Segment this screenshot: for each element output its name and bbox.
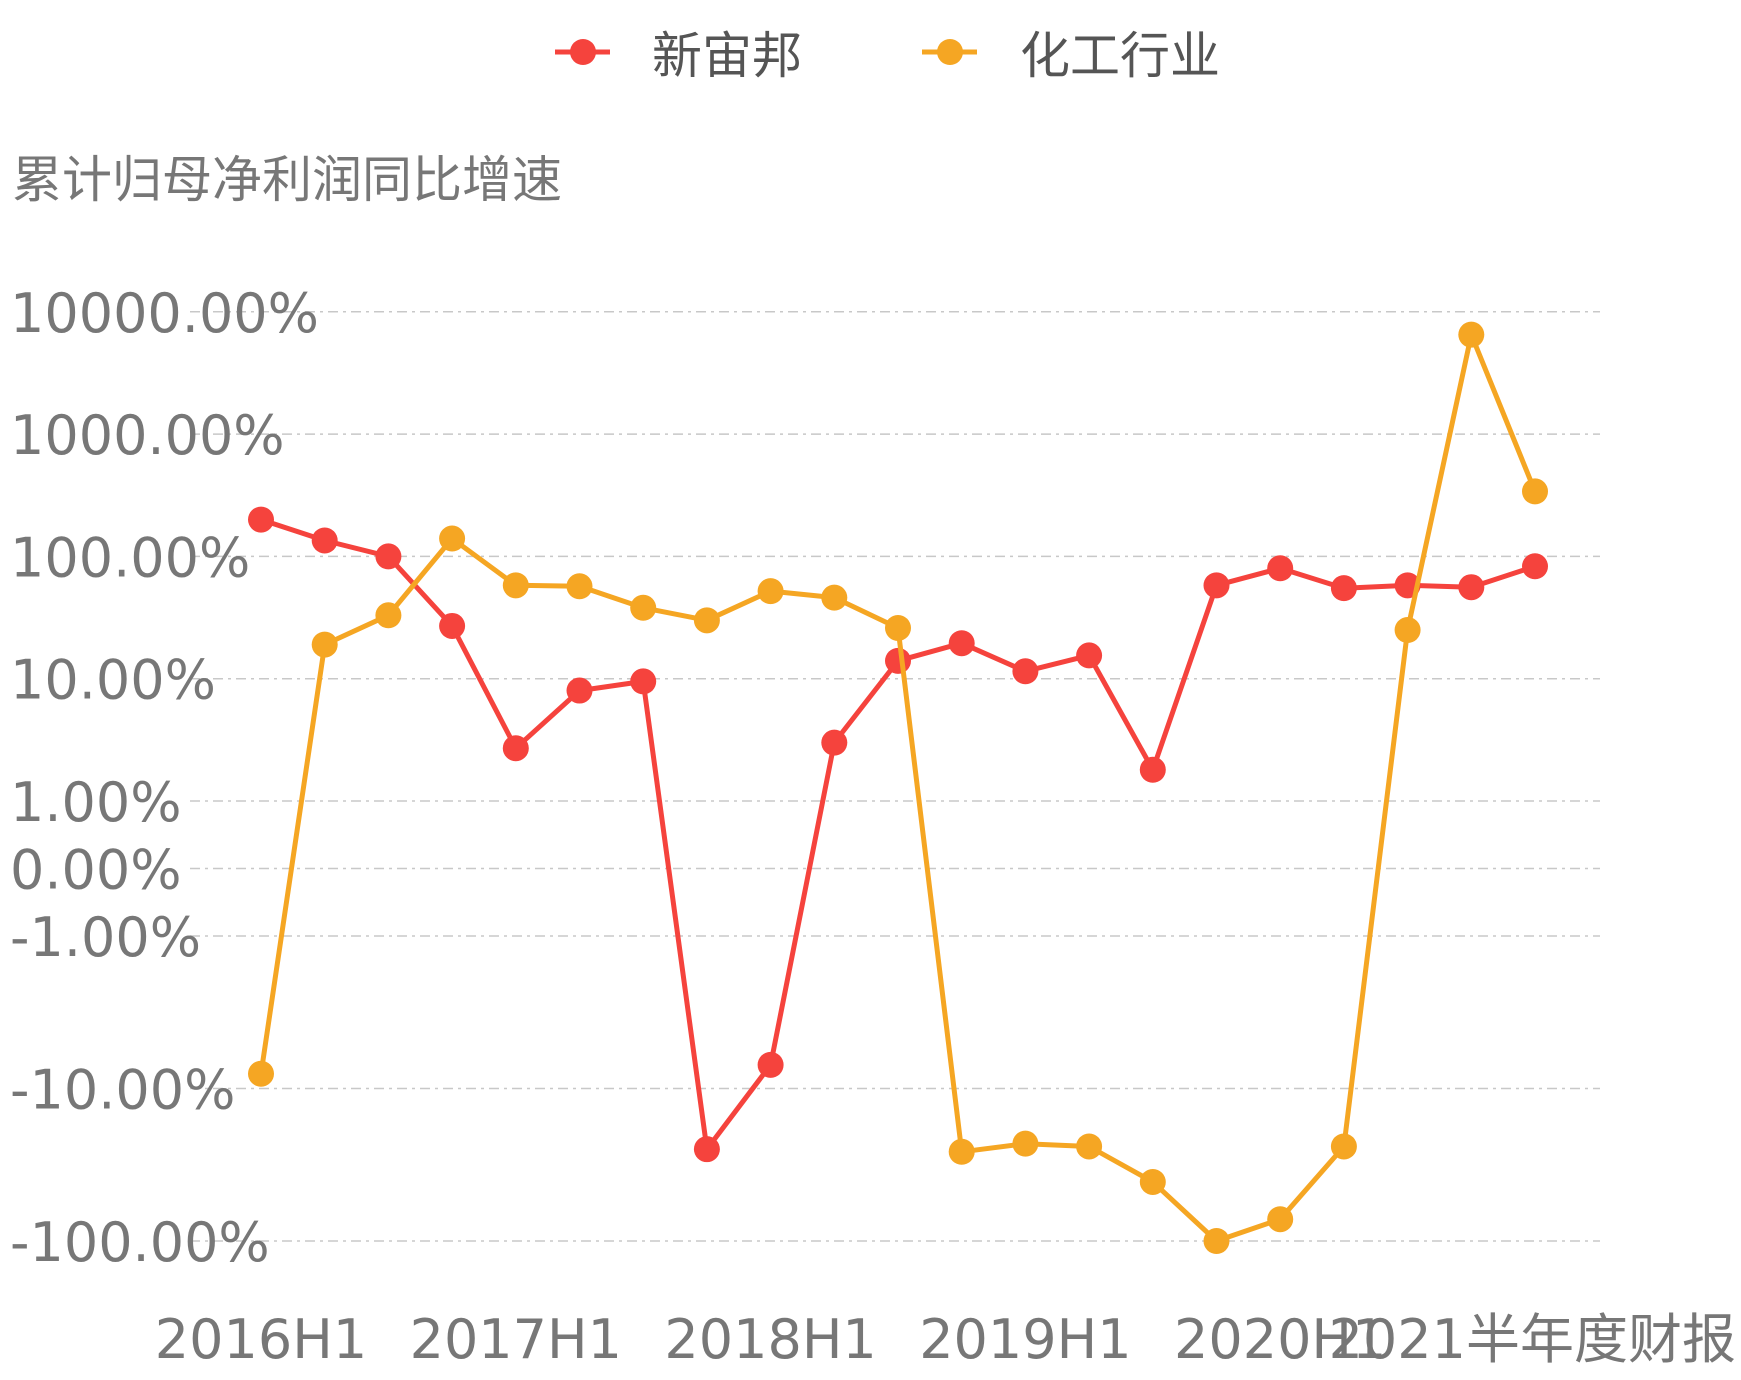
- y-tick-label: -1.00%: [10, 906, 201, 969]
- data-point-series-2[interactable]: [1139, 1168, 1166, 1195]
- x-tick-label: 2021半年度财报: [1329, 1308, 1736, 1371]
- data-point-series-1[interactable]: [502, 735, 529, 762]
- data-point-series-1[interactable]: [1267, 555, 1294, 582]
- y-tick-label: 10000.00%: [10, 282, 319, 345]
- series-layer: [248, 321, 1548, 1254]
- y-tick-label: 100.00%: [10, 526, 250, 589]
- data-point-series-1[interactable]: [1139, 756, 1166, 783]
- y-tick-label: -100.00%: [10, 1211, 270, 1274]
- series-1: [248, 506, 1548, 1163]
- data-point-series-2[interactable]: [1522, 478, 1548, 505]
- data-point-series-1[interactable]: [248, 506, 274, 533]
- data-point-series-2[interactable]: [248, 1060, 274, 1087]
- x-tick-label: 2019H1: [919, 1308, 1131, 1371]
- data-point-series-1[interactable]: [311, 527, 338, 554]
- x-tick-label: 2017H1: [410, 1308, 622, 1371]
- series-2: [248, 321, 1548, 1254]
- data-point-series-2[interactable]: [948, 1138, 975, 1165]
- x-tick-label: 2016H1: [155, 1308, 367, 1371]
- data-point-series-1[interactable]: [693, 1136, 720, 1163]
- data-point-series-1[interactable]: [1012, 658, 1039, 685]
- y-tick-label: 0.00%: [10, 839, 182, 902]
- legend: 新宙邦 化工行业: [555, 27, 1220, 85]
- data-point-series-2[interactable]: [1076, 1133, 1103, 1160]
- legend-item-series-2[interactable]: 化工行业: [922, 27, 1220, 85]
- data-point-series-2[interactable]: [375, 602, 402, 629]
- data-point-series-1[interactable]: [1522, 553, 1548, 580]
- y-axis-ticks: 10000.00% 1000.00% 100.00% 10.00% 1.00%0.00%…: [10, 282, 319, 1274]
- y-tick-label: 1.00%: [10, 771, 182, 834]
- data-point-series-2[interactable]: [502, 572, 529, 599]
- legend-label-series-1: 新宙邦: [652, 27, 802, 85]
- data-point-series-1[interactable]: [1458, 574, 1485, 601]
- data-point-series-2[interactable]: [311, 631, 338, 658]
- data-point-series-2[interactable]: [566, 573, 593, 600]
- data-point-series-2[interactable]: [1394, 617, 1421, 644]
- data-point-series-2[interactable]: [1203, 1228, 1230, 1254]
- x-tick-label: 2020H1: [1174, 1308, 1386, 1371]
- legend-marker-series-2: [937, 39, 963, 65]
- data-point-series-2[interactable]: [885, 614, 911, 641]
- data-point-series-2[interactable]: [1012, 1130, 1039, 1157]
- data-point-series-1[interactable]: [1203, 572, 1230, 599]
- data-point-series-1[interactable]: [630, 668, 657, 695]
- data-point-series-2[interactable]: [693, 607, 720, 634]
- data-point-series-1[interactable]: [885, 647, 911, 674]
- y-axis-title: 累计归母净利润同比增速: [12, 151, 562, 209]
- data-point-series-1[interactable]: [821, 729, 848, 756]
- data-point-series-1[interactable]: [757, 1051, 784, 1078]
- data-point-series-1[interactable]: [439, 612, 466, 639]
- legend-item-series-1[interactable]: 新宙邦: [555, 27, 802, 85]
- data-point-series-1[interactable]: [375, 543, 402, 570]
- data-point-series-2[interactable]: [630, 594, 657, 621]
- data-point-series-2[interactable]: [1458, 321, 1485, 348]
- y-tick-label: 1000.00%: [10, 404, 285, 467]
- data-point-series-2[interactable]: [821, 584, 848, 611]
- data-point-series-2[interactable]: [439, 525, 466, 552]
- data-point-series-1[interactable]: [1076, 642, 1103, 669]
- legend-marker-series-1: [570, 39, 596, 65]
- x-tick-label: 2018H1: [664, 1308, 876, 1371]
- data-point-series-1[interactable]: [566, 677, 593, 704]
- data-point-series-2[interactable]: [1267, 1206, 1294, 1233]
- series-line-2: [258, 332, 1538, 1244]
- legend-label-series-2: 化工行业: [1020, 27, 1220, 85]
- y-tick-label: -10.00%: [10, 1059, 235, 1122]
- data-point-series-2[interactable]: [757, 578, 784, 605]
- data-point-series-2[interactable]: [1330, 1133, 1357, 1160]
- data-point-series-1[interactable]: [948, 630, 975, 657]
- gridlines: [190, 311, 1600, 1242]
- y-tick-label: 10.00%: [10, 649, 216, 712]
- data-point-series-1[interactable]: [1330, 575, 1357, 602]
